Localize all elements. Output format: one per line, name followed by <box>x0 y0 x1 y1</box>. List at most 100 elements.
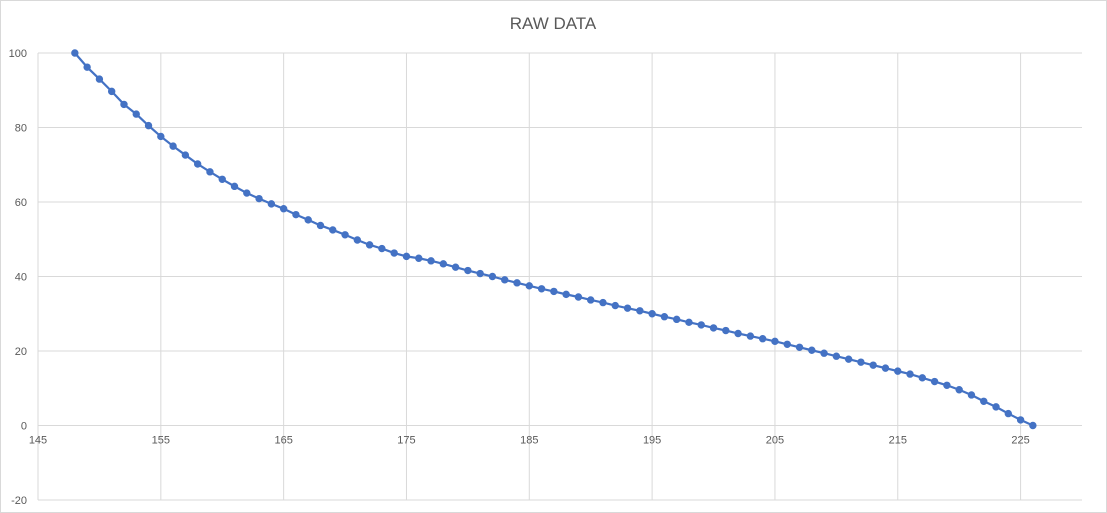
data-point <box>1029 421 1037 430</box>
x-tick-label: 165 <box>274 435 292 447</box>
data-point <box>955 386 963 394</box>
data-point <box>562 290 570 299</box>
data-point <box>169 142 177 150</box>
data-point <box>857 358 865 366</box>
data-point <box>476 269 484 278</box>
data-point <box>132 110 140 118</box>
data-point <box>808 346 816 354</box>
data-point <box>341 231 349 239</box>
chart-title: RAW DATA <box>510 14 597 33</box>
data-point <box>648 310 656 318</box>
data-point <box>1004 409 1013 418</box>
data-point <box>513 279 521 287</box>
data-point <box>599 298 607 307</box>
data-point <box>353 236 362 244</box>
data-point <box>918 374 927 382</box>
series-line <box>74 52 1034 427</box>
data-point <box>881 364 890 372</box>
x-tick-label: 195 <box>643 435 661 447</box>
data-point <box>464 266 472 275</box>
data-point <box>758 335 767 343</box>
y-tick-label: 80 <box>15 123 27 135</box>
data-point <box>415 254 423 262</box>
x-tick-label: 155 <box>152 435 170 447</box>
data-point <box>636 307 644 315</box>
data-point <box>402 252 411 261</box>
y-tick-label: 40 <box>15 272 27 284</box>
y-tick-label: 0 <box>21 421 27 433</box>
data-point <box>243 189 251 197</box>
data-point <box>685 318 693 327</box>
data-point <box>930 377 939 386</box>
data-point <box>844 355 853 363</box>
x-tick-label: 175 <box>397 435 415 447</box>
data-point <box>218 175 226 183</box>
data-point <box>783 340 791 348</box>
x-tick-label: 215 <box>889 435 907 447</box>
data-point <box>329 226 337 234</box>
data-point <box>255 194 263 203</box>
data-point <box>734 329 742 338</box>
data-point <box>587 296 595 304</box>
data-point <box>390 249 398 257</box>
data-point <box>722 326 730 335</box>
data-point <box>439 260 448 268</box>
data-point <box>672 315 681 324</box>
data-point <box>574 293 583 301</box>
data-point <box>537 285 546 293</box>
x-tick-label: 205 <box>766 435 784 447</box>
data-point <box>292 210 300 219</box>
x-tick-label: 145 <box>29 435 47 447</box>
tick-labels: 100 80 60 40 20 0 -20 145 155 165 175 185 195 205 215 2… <box>9 48 1030 507</box>
data-point <box>279 205 288 213</box>
data-series <box>71 49 1037 430</box>
data-point <box>980 397 988 405</box>
data-point <box>660 313 669 321</box>
data-point <box>771 337 779 346</box>
data-point <box>107 87 116 96</box>
data-point <box>193 160 202 168</box>
data-point <box>378 244 386 253</box>
data-point <box>230 182 239 191</box>
data-point <box>1016 416 1025 424</box>
gridlines <box>37 52 1082 501</box>
data-point <box>120 100 128 109</box>
data-point <box>943 381 951 389</box>
data-point <box>550 287 558 296</box>
data-point <box>488 272 497 281</box>
data-point <box>525 282 533 290</box>
data-point <box>501 276 509 284</box>
data-point <box>832 352 841 360</box>
data-point <box>906 370 914 378</box>
data-point <box>894 367 902 375</box>
y-tick-label: 20 <box>15 346 27 358</box>
data-point <box>746 332 755 340</box>
data-point <box>83 63 91 71</box>
data-point <box>181 151 190 159</box>
y-tick-label: 60 <box>15 197 27 209</box>
data-point <box>697 321 705 329</box>
data-point <box>795 343 804 351</box>
data-point <box>820 349 828 357</box>
data-point <box>869 361 877 369</box>
y-tick-label: -20 <box>11 495 27 507</box>
data-point <box>709 324 718 332</box>
data-point <box>427 257 435 265</box>
data-point <box>267 200 276 208</box>
data-point <box>451 263 460 271</box>
data-point <box>967 391 976 399</box>
data-point <box>623 304 632 312</box>
x-tick-label: 225 <box>1011 435 1029 447</box>
data-point <box>992 403 1000 411</box>
data-point <box>71 49 79 57</box>
data-point <box>316 221 325 230</box>
data-point <box>365 241 374 249</box>
data-point <box>206 168 214 176</box>
x-tick-label: 185 <box>520 435 538 447</box>
data-point <box>157 132 165 141</box>
data-point <box>611 301 619 310</box>
data-point <box>144 121 153 130</box>
data-point <box>95 75 104 83</box>
